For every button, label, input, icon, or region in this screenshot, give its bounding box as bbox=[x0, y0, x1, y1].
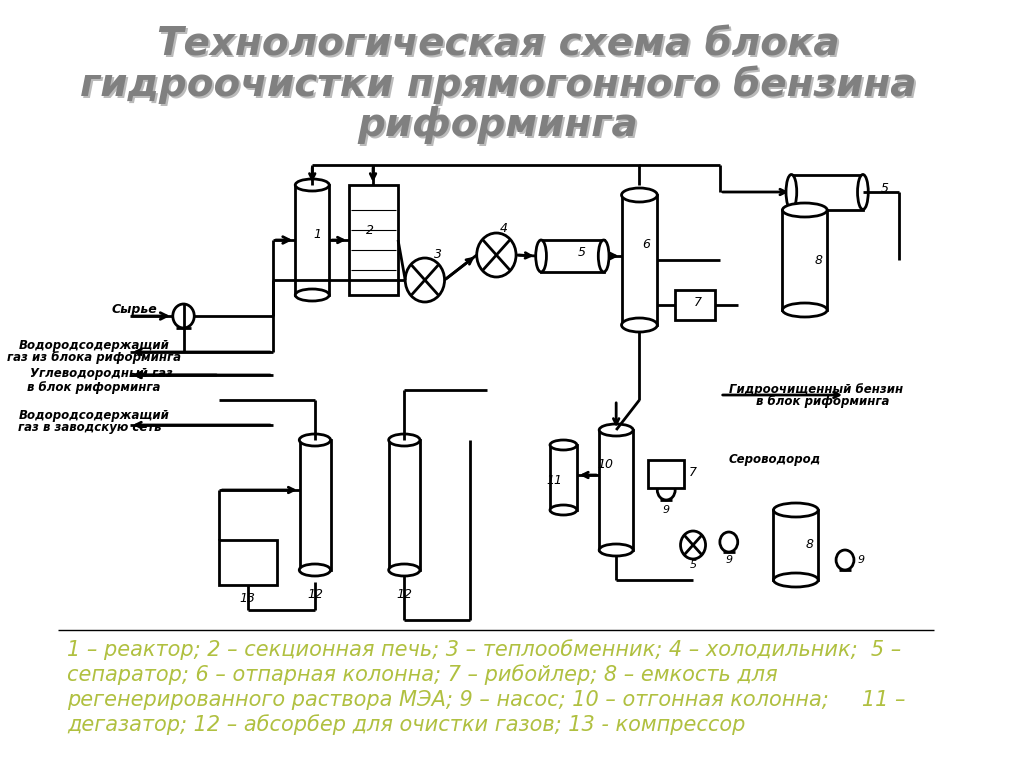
Text: гидроочистки прямогонного бензина: гидроочистки прямогонного бензина bbox=[82, 67, 919, 107]
Text: гидроочистки прямогонного бензина: гидроочистки прямогонного бензина bbox=[80, 66, 916, 104]
Text: 5: 5 bbox=[881, 182, 889, 195]
Bar bbox=[792, 175, 863, 210]
Text: 5: 5 bbox=[689, 560, 696, 570]
Bar bbox=[389, 440, 421, 570]
Text: 9: 9 bbox=[857, 555, 864, 565]
Text: 5: 5 bbox=[578, 245, 586, 258]
Ellipse shape bbox=[782, 303, 827, 317]
Text: регенерированного раствора МЭА; 9 – насос; 10 – отгонная колонна;     11 –: регенерированного раствора МЭА; 9 – насо… bbox=[68, 690, 906, 710]
Ellipse shape bbox=[299, 564, 331, 576]
Bar bbox=[349, 185, 398, 295]
Bar bbox=[300, 440, 331, 570]
Text: 11: 11 bbox=[547, 473, 562, 486]
Circle shape bbox=[836, 550, 854, 570]
Bar bbox=[295, 185, 330, 295]
Ellipse shape bbox=[786, 175, 797, 209]
Text: 8: 8 bbox=[814, 254, 822, 266]
Circle shape bbox=[477, 233, 516, 277]
Text: риформинга: риформинга bbox=[357, 106, 639, 144]
Text: Углеводородный газ: Углеводородный газ bbox=[30, 367, 173, 380]
Text: газ в заводскую сеть: газ в заводскую сеть bbox=[17, 422, 162, 434]
Text: 13: 13 bbox=[240, 591, 256, 604]
Circle shape bbox=[720, 532, 737, 552]
Text: Водородсодержащий: Водородсодержащий bbox=[18, 409, 170, 422]
Ellipse shape bbox=[550, 505, 577, 515]
Text: 12: 12 bbox=[307, 588, 323, 601]
Bar bbox=[648, 460, 684, 488]
Ellipse shape bbox=[299, 434, 331, 446]
Ellipse shape bbox=[389, 564, 420, 576]
Text: 12: 12 bbox=[396, 588, 413, 601]
Text: 7: 7 bbox=[693, 295, 701, 308]
Text: сепаратор; 6 – отпарная колонна; 7 – рибойлер; 8 – емкость для: сепаратор; 6 – отпарная колонна; 7 – риб… bbox=[68, 664, 778, 686]
Text: 6: 6 bbox=[643, 239, 650, 252]
Circle shape bbox=[173, 304, 195, 328]
Text: Сырье: Сырье bbox=[112, 304, 158, 317]
Bar bbox=[773, 510, 818, 580]
Ellipse shape bbox=[782, 203, 827, 217]
Text: риформинга: риформинга bbox=[359, 108, 640, 146]
Text: Водородсодержащий: Водородсодержащий bbox=[18, 338, 170, 351]
Bar bbox=[622, 195, 657, 325]
Text: 8: 8 bbox=[805, 538, 813, 551]
Text: 7: 7 bbox=[689, 466, 697, 479]
Text: 9: 9 bbox=[725, 555, 732, 565]
Text: газ из блока риформинга: газ из блока риформинга bbox=[7, 351, 181, 364]
Bar bbox=[550, 445, 577, 510]
Text: Технологическая схема блока: Технологическая схема блока bbox=[159, 28, 842, 66]
Text: в блок риформинга: в блок риформинга bbox=[28, 380, 161, 393]
Bar bbox=[541, 240, 604, 272]
Bar bbox=[599, 430, 633, 550]
Text: 10: 10 bbox=[597, 459, 613, 472]
Ellipse shape bbox=[599, 424, 633, 436]
Ellipse shape bbox=[773, 503, 818, 517]
Ellipse shape bbox=[550, 440, 577, 450]
Ellipse shape bbox=[599, 544, 633, 556]
Ellipse shape bbox=[295, 289, 330, 301]
Ellipse shape bbox=[622, 318, 657, 332]
Circle shape bbox=[406, 258, 444, 302]
Circle shape bbox=[657, 480, 675, 500]
Text: Технологическая схема блока: Технологическая схема блока bbox=[157, 26, 840, 64]
Text: дегазатор; 12 – абсорбер для очистки газов; 13 - компрессор: дегазатор; 12 – абсорбер для очистки газ… bbox=[68, 715, 745, 736]
Text: Гидроочищенный бензин: Гидроочищенный бензин bbox=[729, 384, 903, 397]
Bar bbox=[782, 210, 827, 310]
Ellipse shape bbox=[598, 240, 609, 272]
Ellipse shape bbox=[389, 434, 420, 446]
Text: в блок риформинга: в блок риформинга bbox=[756, 396, 889, 409]
Ellipse shape bbox=[773, 573, 818, 587]
Ellipse shape bbox=[295, 179, 330, 191]
Text: 3: 3 bbox=[434, 249, 442, 262]
Ellipse shape bbox=[536, 240, 547, 272]
Text: Сероводород: Сероводород bbox=[729, 453, 821, 466]
Ellipse shape bbox=[622, 188, 657, 202]
Text: 1: 1 bbox=[313, 229, 322, 242]
Bar bbox=[675, 290, 716, 320]
Bar bbox=[219, 540, 278, 585]
Text: 2: 2 bbox=[366, 223, 374, 236]
Text: 4: 4 bbox=[500, 222, 508, 235]
Text: 9: 9 bbox=[663, 505, 670, 515]
Text: 1 – реактор; 2 – секционная печь; 3 – теплообменник; 4 – холодильник;  5 –: 1 – реактор; 2 – секционная печь; 3 – те… bbox=[68, 640, 901, 660]
Ellipse shape bbox=[857, 175, 868, 209]
Circle shape bbox=[681, 531, 706, 559]
